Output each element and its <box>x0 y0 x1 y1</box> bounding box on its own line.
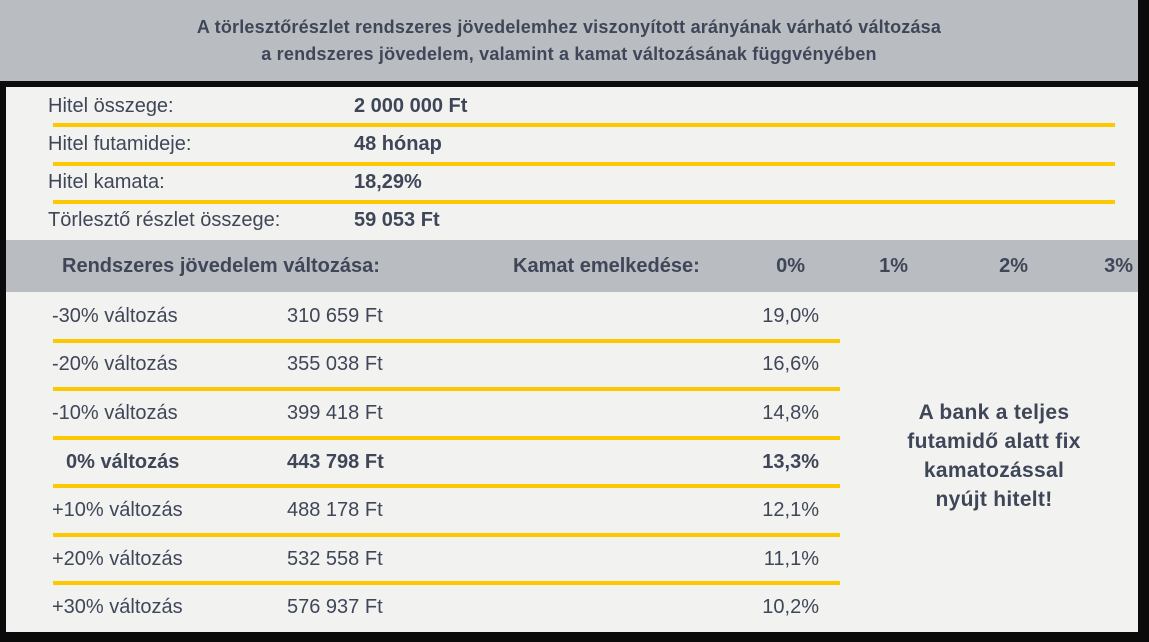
change-cell: 0% változás <box>66 450 180 473</box>
amount-cell: 399 418 Ft <box>287 401 383 424</box>
rate-column-0: 0% <box>776 255 805 277</box>
title-line-1: A törlesztőrészlet rendszeres jövedelemh… <box>196 16 942 37</box>
detail-value: 48 hónap <box>354 132 442 155</box>
table-row-baseline: 0% változás 443 798 Ft 13,3% <box>6 438 1138 488</box>
amount-cell: 310 659 Ft <box>287 304 383 327</box>
change-cell: +30% változás <box>52 596 183 619</box>
amount-cell: 576 937 Ft <box>287 596 383 619</box>
amount-cell: 443 798 Ft <box>287 450 384 473</box>
table-header-row: Rendszeres jövedelem változása: Kamat em… <box>6 240 1138 292</box>
change-cell: -10% változás <box>52 401 178 424</box>
income-change-header: Rendszeres jövedelem változása: <box>62 255 380 277</box>
detail-row-loan-rate: Hitel kamata: 18,29% <box>6 164 1138 205</box>
title-line-2: a rendszeres jövedelem, valamint a kamat… <box>261 43 877 64</box>
detail-row-loan-term: Hitel futamideje: 48 hónap <box>6 125 1138 166</box>
change-cell: -30% változás <box>52 304 178 327</box>
rate-column-2: 2% <box>999 255 1028 277</box>
table-row: -20% változás 355 038 Ft 16,6% <box>6 341 1138 391</box>
note-line-3: kamatozással <box>923 459 1065 482</box>
note-line-2: futamidő alatt fix <box>907 430 1081 453</box>
note-line-4: nyújt hitelt! <box>935 488 1053 511</box>
change-cell: -20% változás <box>52 353 178 376</box>
ratio-cell: 16,6% <box>762 353 819 376</box>
detail-label: Hitel összege: <box>48 94 174 117</box>
table-body: -30% változás 310 659 Ft 19,0% -20% vált… <box>6 292 1138 632</box>
rate-increase-header: Kamat emelkedése: <box>513 255 700 277</box>
amount-cell: 488 178 Ft <box>287 499 383 522</box>
detail-label: Hitel kamata: <box>48 171 165 194</box>
content-area: Hitel összege: 2 000 000 Ft Hitel futami… <box>6 87 1138 632</box>
detail-label: Törlesztő részlet összege: <box>48 209 281 232</box>
title-band: A törlesztőrészlet rendszeres jövedelemh… <box>0 0 1138 81</box>
table-row: -30% változás 310 659 Ft 19,0% <box>6 292 1138 343</box>
ratio-cell: 11,1% <box>763 547 819 570</box>
note-line-1: A bank a teljes <box>918 401 1070 424</box>
rate-column-1: 1% <box>879 255 908 277</box>
change-cell: +10% változás <box>52 499 183 522</box>
detail-row-installment: Törlesztő részlet összege: 59 053 Ft <box>6 202 1138 240</box>
detail-label: Hitel futamideje: <box>48 132 192 155</box>
amount-cell: 532 558 Ft <box>287 547 383 570</box>
rate-column-3: 3% <box>1104 255 1133 277</box>
detail-value: 2 000 000 Ft <box>354 94 468 117</box>
ratio-cell: 14,8% <box>762 401 819 424</box>
ratio-cell: 13,3% <box>762 450 819 473</box>
table-row: +10% változás 488 178 Ft 12,1% <box>6 486 1138 537</box>
table-row: +30% változás 576 937 Ft 10,2% <box>6 583 1138 632</box>
detail-value: 18,29% <box>354 171 422 194</box>
change-cell: +20% változás <box>52 547 183 570</box>
ratio-cell: 19,0% <box>762 304 819 327</box>
table-row: -10% változás 399 418 Ft 14,8% <box>6 389 1138 440</box>
detail-value: 59 053 Ft <box>354 209 440 232</box>
fixed-rate-note: A bank a teljes futamidő alatt fix kamat… <box>864 398 1124 514</box>
amount-cell: 355 038 Ft <box>287 353 383 376</box>
ratio-cell: 10,2% <box>762 596 819 619</box>
loan-details-section: Hitel összege: 2 000 000 Ft Hitel futami… <box>6 87 1138 240</box>
ratio-cell: 12,1% <box>762 499 819 522</box>
table-row: +20% változás 532 558 Ft 11,1% <box>6 535 1138 586</box>
detail-row-loan-amount: Hitel összege: 2 000 000 Ft <box>6 87 1138 128</box>
